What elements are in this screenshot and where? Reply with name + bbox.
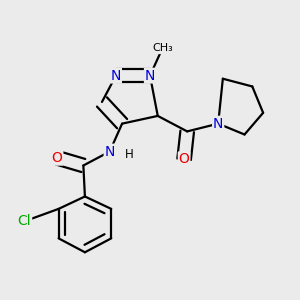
Text: N: N <box>213 117 224 131</box>
Text: H: H <box>124 148 133 160</box>
Text: Cl: Cl <box>18 214 31 228</box>
Text: CH₃: CH₃ <box>152 43 173 53</box>
Text: O: O <box>52 151 62 165</box>
Text: N: N <box>111 69 121 82</box>
Text: O: O <box>179 152 190 166</box>
Text: N: N <box>145 69 155 82</box>
Text: N: N <box>104 145 115 158</box>
